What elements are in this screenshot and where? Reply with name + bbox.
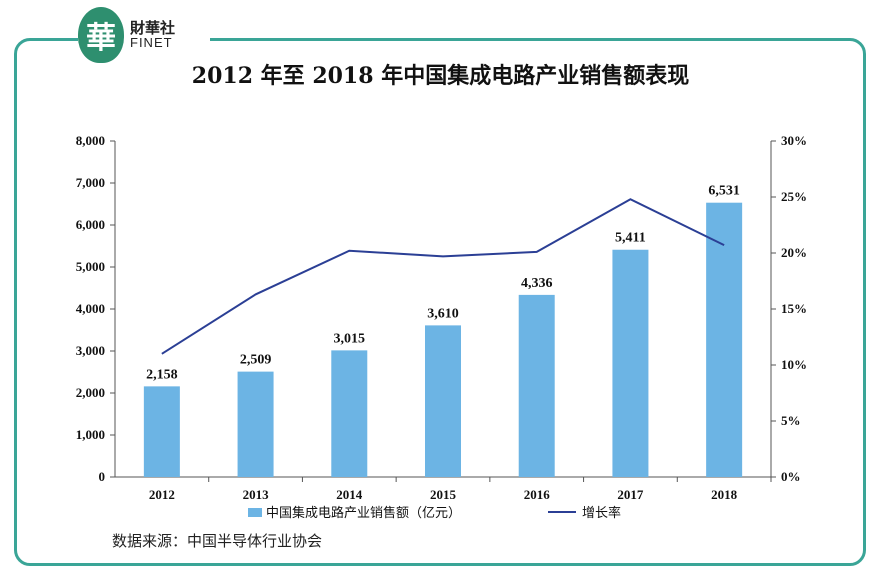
- bar-data-label: 6,531: [708, 184, 740, 199]
- bar-data-label: 4,336: [521, 276, 553, 291]
- chart-frame: [14, 38, 866, 566]
- growth-rate-line: [161, 198, 725, 355]
- bar-data-label: 5,411: [615, 231, 646, 246]
- y-right-tick-label: 15%: [781, 301, 807, 316]
- y-left-tick-label: 4,000: [76, 301, 105, 316]
- logo-name-en: FINET: [130, 35, 173, 51]
- y-right-tick-label: 25%: [781, 189, 807, 204]
- y-right-tick-label: 30%: [781, 133, 807, 148]
- finet-logo: 華 財華社 FINET: [78, 4, 210, 66]
- y-left-tick-label: 6,000: [76, 217, 105, 232]
- x-tick-label: 2017: [617, 487, 644, 502]
- bar: [237, 371, 274, 477]
- x-tick-label: 2013: [243, 487, 270, 502]
- y-right-tick-label: 10%: [781, 357, 807, 372]
- bar-data-label: 2,158: [146, 367, 178, 382]
- x-tick-label: 2016: [524, 487, 551, 502]
- bar: [612, 249, 649, 477]
- y-right-tick-label: 5%: [781, 413, 801, 428]
- x-tick-label: 2012: [149, 487, 175, 502]
- y-left-tick-label: 5,000: [76, 259, 105, 274]
- y-left-tick-label: 7,000: [76, 175, 105, 190]
- logo-name-cn: 財華社: [130, 18, 176, 37]
- y-right-tick-label: 20%: [781, 245, 807, 260]
- bar: [518, 294, 555, 477]
- x-tick-label: 2014: [336, 487, 363, 502]
- y-left-tick-label: 2,000: [76, 385, 105, 400]
- bar: [143, 386, 180, 477]
- y-right-tick-label: 0%: [781, 469, 801, 484]
- chart-title: 2012 年至 2018 年中国集成电路产业销售额表现: [191, 63, 690, 89]
- bar-data-label: 3,015: [334, 331, 366, 346]
- legend-label-growth: 增长率: [582, 505, 621, 521]
- logo-text: 財華社 FINET: [130, 20, 175, 51]
- y-left-tick-label: 0: [99, 469, 106, 484]
- y-left-tick-label: 8,000: [76, 133, 105, 148]
- bar: [706, 202, 743, 477]
- bar-data-label: 3,610: [427, 306, 459, 321]
- x-tick-label: 2018: [711, 487, 738, 502]
- x-tick-label: 2015: [430, 487, 457, 502]
- logo-mark: 華: [78, 7, 124, 63]
- y-left-tick-label: 1,000: [76, 427, 105, 442]
- data-source: 数据来源：中国半导体行业协会: [112, 532, 323, 550]
- legend-label-sales: 中国集成电路产业销售额（亿元）: [266, 505, 461, 521]
- bar-data-label: 2,509: [240, 353, 272, 368]
- bar: [425, 325, 461, 477]
- legend-swatch-bar: [248, 508, 262, 517]
- bar: [331, 350, 368, 477]
- y-left-tick-label: 3,000: [76, 343, 105, 358]
